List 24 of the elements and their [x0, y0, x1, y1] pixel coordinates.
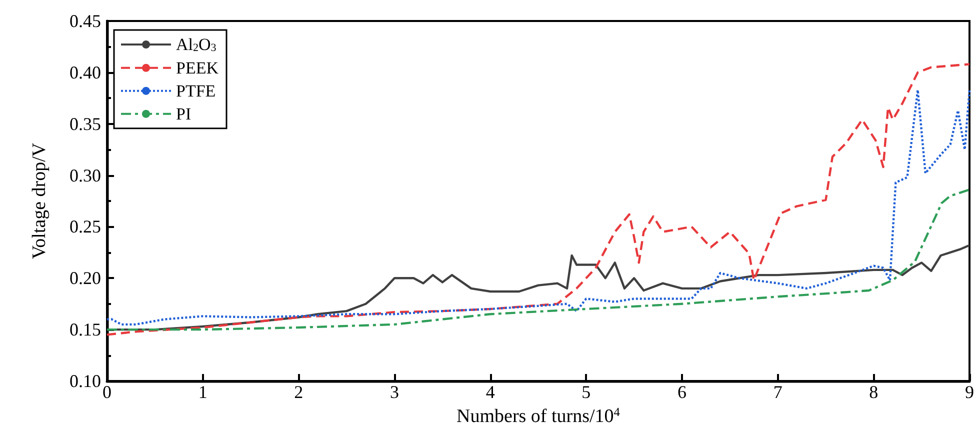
x-tick-label: 9 — [965, 382, 974, 402]
y-tick-label: 0.45 — [70, 11, 101, 31]
legend-label: PI — [176, 104, 192, 124]
legend-label: PEEK — [176, 58, 220, 78]
legend-label: PTFE — [176, 81, 216, 100]
y-tick-label: 0.10 — [70, 371, 101, 391]
x-tick-label: 8 — [869, 382, 878, 402]
x-tick-label: 7 — [773, 382, 782, 402]
y-tick-label: 0.25 — [70, 216, 101, 237]
y-tick-label: 0.15 — [70, 320, 101, 340]
x-tick-label: 3 — [390, 382, 399, 402]
y-tick-label: 0.30 — [70, 165, 101, 186]
x-tick-label: 2 — [294, 382, 304, 402]
x-tick-label: 4 — [486, 382, 495, 402]
x-tick-label: 6 — [678, 382, 686, 402]
x-tick-label: 0 — [102, 382, 112, 402]
y-tick-label: 0.20 — [70, 268, 101, 288]
line-series — [106, 188, 971, 331]
y-tick-label: 0.35 — [70, 114, 101, 134]
x-tick-label: 5 — [582, 382, 591, 402]
y-axis-title: Voltage drop/V — [29, 142, 50, 260]
x-tick-label: 1 — [198, 382, 208, 402]
legend-label: Al2O3 — [176, 35, 217, 54]
y-tick-label: 0.40 — [70, 62, 101, 82]
